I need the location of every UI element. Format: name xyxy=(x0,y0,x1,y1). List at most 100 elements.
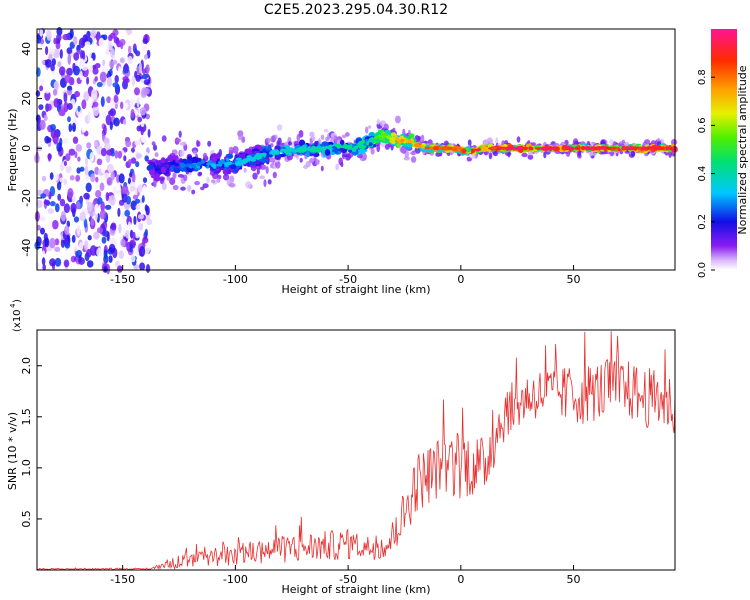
halo-blob xyxy=(196,139,200,147)
x-tick-label: -50 xyxy=(339,573,357,586)
noise-blob xyxy=(92,105,100,117)
ridge-peak xyxy=(528,146,533,151)
noise-blob xyxy=(144,155,149,162)
noise-blob xyxy=(67,103,73,110)
halo-blob xyxy=(202,152,208,160)
noise-blob xyxy=(144,244,150,255)
halo-blob xyxy=(543,151,547,159)
noise-blob xyxy=(123,102,129,109)
halo-blob xyxy=(288,141,292,146)
colorbar-tick-label: 0.2 xyxy=(697,214,708,230)
noise-blob xyxy=(99,71,107,83)
noise-blob xyxy=(64,74,72,84)
spectrogram-x-ticks: -150 -100 -50 0 50 xyxy=(110,265,581,286)
halo-blob xyxy=(367,125,372,129)
noise-blob xyxy=(107,40,113,51)
noise-blob xyxy=(55,203,60,213)
noise-blob xyxy=(48,48,56,55)
spectrogram-x-label: Height of straight line (km) xyxy=(281,283,430,296)
noise-blob xyxy=(134,139,141,146)
noise-blob xyxy=(131,172,136,184)
noise-blob xyxy=(44,90,51,101)
noise-blob xyxy=(116,265,123,273)
noise-blob xyxy=(39,78,45,85)
noise-blob xyxy=(114,103,118,110)
noise-blob xyxy=(114,150,119,159)
halo-blob xyxy=(574,140,579,145)
noise-blob xyxy=(130,254,136,263)
noise-blob xyxy=(90,173,96,183)
noise-blob xyxy=(141,73,149,80)
ridge-blob xyxy=(314,140,319,146)
noise-blob xyxy=(102,34,108,41)
noise-blob xyxy=(106,264,111,275)
y-tick-label: 1.5 xyxy=(20,408,33,426)
noise-blob xyxy=(81,124,87,133)
noise-blob xyxy=(101,165,106,174)
noise-blob xyxy=(142,38,148,44)
noise-blob xyxy=(57,61,62,68)
ridge-blob xyxy=(406,142,413,148)
ridge-peak xyxy=(470,148,475,153)
ridge-peak xyxy=(324,146,331,149)
ridge-blob xyxy=(324,149,331,156)
noise-blob xyxy=(75,174,81,182)
ridge-blob xyxy=(332,148,338,153)
noise-blob xyxy=(86,142,92,149)
halo-blob xyxy=(259,175,265,180)
ridge-peak xyxy=(244,158,250,162)
y-tick-label: 0 xyxy=(20,145,33,152)
ridge-peak xyxy=(381,133,388,137)
noise-blob xyxy=(117,150,123,159)
noise-blob xyxy=(53,171,59,181)
noise-blob xyxy=(133,215,137,225)
noise-blob xyxy=(142,45,148,53)
halo-blob xyxy=(172,173,177,180)
noise-blob xyxy=(139,246,146,257)
noise-blob xyxy=(103,137,110,145)
noise-blob xyxy=(103,124,107,136)
halo-blob xyxy=(232,146,239,154)
ridge-peak xyxy=(539,147,545,150)
halo-blob xyxy=(180,186,186,191)
noise-blob xyxy=(123,31,128,38)
ridge-peak xyxy=(628,145,634,151)
ridge-peak xyxy=(206,163,210,166)
noise-blob xyxy=(40,227,45,235)
noise-blob xyxy=(38,104,44,110)
y-tick-label: 2.0 xyxy=(20,357,33,375)
noise-blob xyxy=(139,262,146,271)
ridge-peak xyxy=(317,147,321,151)
snr-y-scale: (x10 4 ) xyxy=(9,299,23,332)
noise-blob xyxy=(94,262,100,271)
halo-blob xyxy=(192,150,198,155)
halo-blob xyxy=(276,140,280,147)
noise-blob xyxy=(98,37,105,48)
x-tick-label: 50 xyxy=(567,273,581,286)
ridge-blob xyxy=(481,145,488,152)
noise-blob xyxy=(106,76,113,87)
noise-blob xyxy=(115,182,121,192)
noise-blob xyxy=(95,176,99,183)
noise-blob xyxy=(84,157,89,166)
ridge-blob xyxy=(233,168,238,173)
ridge-peak xyxy=(339,145,344,148)
noise-blob xyxy=(123,155,127,162)
noise-blob xyxy=(127,159,132,166)
halo-blob xyxy=(409,151,417,156)
halo-blob xyxy=(216,178,221,183)
ridge-blob xyxy=(210,153,218,158)
halo-blob xyxy=(245,181,252,189)
noise-blob xyxy=(44,237,50,248)
ridge-peak xyxy=(567,146,571,151)
halo-blob xyxy=(197,171,202,177)
ridge-peak xyxy=(497,147,502,151)
noise-blob xyxy=(54,238,60,246)
noise-blob xyxy=(142,185,147,194)
noise-blob xyxy=(93,231,100,240)
halo-blob xyxy=(469,154,476,159)
spectrogram-marks xyxy=(34,25,678,275)
ridge-peak xyxy=(456,149,461,153)
ridge-blob xyxy=(244,148,252,154)
noise-blob xyxy=(133,264,140,270)
